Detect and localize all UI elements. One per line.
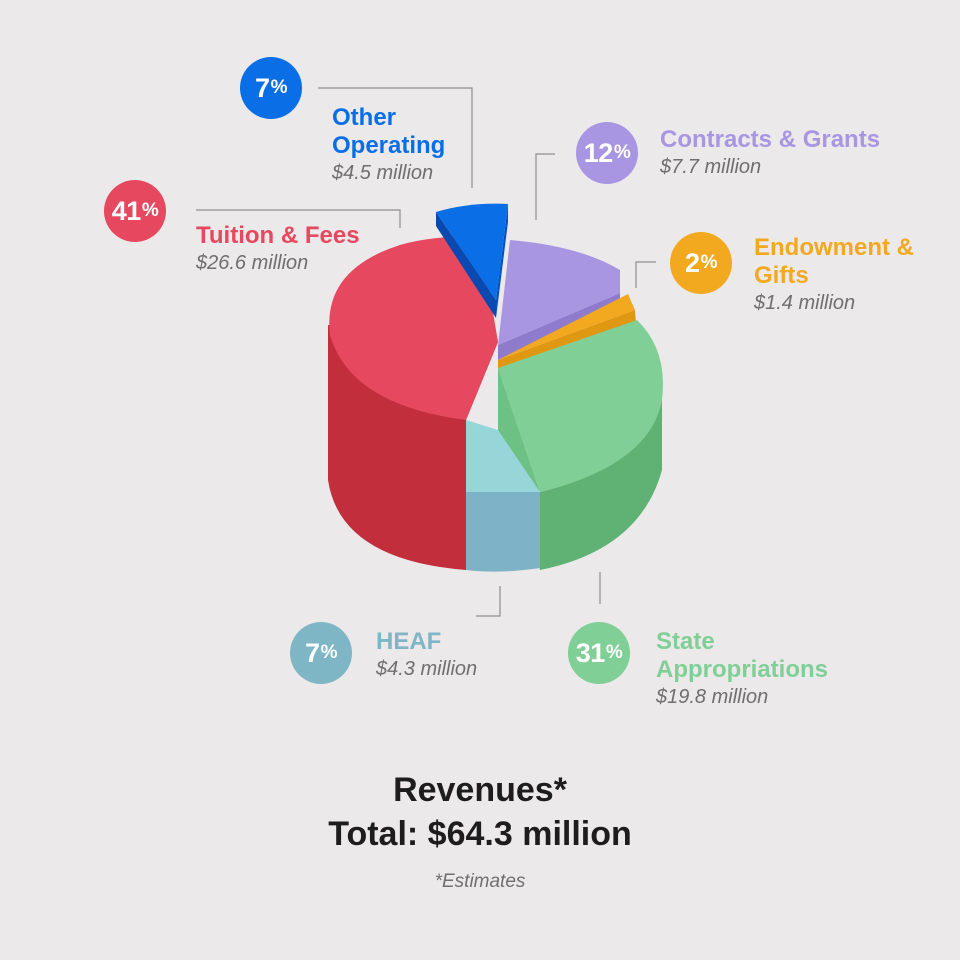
badge-heaf-value: 7 [305, 637, 320, 668]
percent-sign: % [700, 252, 718, 273]
leader-endowment-gifts [635, 261, 656, 288]
label-contracts-grants: Contracts & Grants $7.7 million [660, 126, 950, 180]
slice-heaf [466, 420, 540, 572]
slice-contracts-grants [498, 240, 620, 360]
label-state-appropriations-name: State Appropriations [656, 628, 828, 683]
label-other-operating-amount: $4.5 million [332, 162, 434, 184]
label-other-operating: Other Operating $4.5 million [332, 104, 482, 186]
percent-sign: % [320, 642, 338, 663]
percent-sign: % [605, 642, 623, 663]
badge-heaf: 7% [290, 622, 352, 684]
badge-contracts-grants: 12% [576, 122, 638, 184]
badge-state-appropriations-value: 31 [575, 637, 606, 668]
slice-heaf-side [466, 492, 540, 572]
chart-subtitle: Total: $64.3 million [328, 815, 632, 853]
percent-sign: % [613, 142, 631, 163]
chart-note: *Estimates [434, 871, 526, 892]
label-endowment-gifts: Endowment & Gifts $1.4 million [754, 234, 944, 316]
leader-heaf [476, 586, 501, 617]
percent-sign: % [270, 77, 288, 98]
slice-tuition-fees-top [329, 236, 498, 420]
label-heaf-name: HEAF [376, 628, 442, 655]
label-endowment-gifts-name: Endowment & Gifts [754, 234, 914, 289]
slice-contracts-grants-top [498, 240, 620, 345]
slice-tuition-fees [328, 236, 498, 570]
badge-state-appropriations: 31% [568, 622, 630, 684]
label-tuition-fees: Tuition & Fees $26.6 million [196, 222, 426, 276]
badge-tuition-fees: 41% [104, 180, 166, 242]
label-heaf-amount: $4.3 million [376, 658, 478, 680]
label-tuition-fees-name: Tuition & Fees [196, 222, 360, 249]
slice-state-appropriations-side [540, 395, 662, 570]
slice-other-operating-side2 [496, 204, 508, 318]
badge-endowment-gifts-value: 2 [685, 247, 700, 278]
badge-other-operating: 7% [240, 57, 302, 119]
percent-sign: % [141, 200, 159, 221]
badge-tuition-fees-value: 41 [111, 195, 142, 226]
leader-tuition-fees [196, 209, 401, 228]
label-other-operating-name: Other Operating [332, 104, 446, 159]
label-state-appropriations: State Appropriations $19.8 million [656, 628, 856, 710]
badge-other-operating-value: 7 [255, 72, 270, 103]
badge-contracts-grants-value: 12 [583, 137, 614, 168]
slice-state-appropriations-top [498, 320, 663, 492]
label-state-appropriations-amount: $19.8 million [656, 686, 769, 708]
label-tuition-fees-amount: $26.6 million [196, 252, 309, 274]
badge-endowment-gifts: 2% [670, 232, 732, 294]
label-endowment-gifts-amount: $1.4 million [754, 292, 856, 314]
label-heaf: HEAF $4.3 million [376, 628, 576, 682]
leader-lines [196, 87, 656, 617]
leader-other-operating [318, 87, 473, 188]
slice-heaf-top [466, 420, 540, 492]
slice-endowment-gifts-top [498, 294, 635, 360]
slice-other-operating-top [436, 203, 508, 300]
slice-other-operating [436, 203, 508, 318]
chart-title: Revenues* [393, 771, 567, 809]
label-contracts-grants-name: Contracts & Grants [660, 126, 881, 153]
label-contracts-grants-amount: $7.7 million [660, 156, 762, 178]
slice-contracts-grants-side [498, 293, 620, 360]
slice-other-operating-side [436, 212, 496, 318]
chart-title-block: Revenues* Total: $64.3 million *Estimate… [0, 768, 960, 896]
leader-contracts-grants [535, 153, 555, 220]
